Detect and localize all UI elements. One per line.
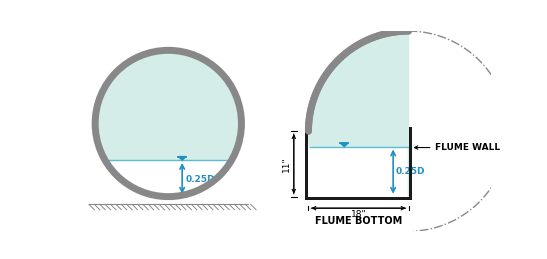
Text: FLUME BOTTOM: FLUME BOTTOM: [315, 216, 402, 226]
Polygon shape: [178, 157, 186, 160]
Text: FLUME WALL: FLUME WALL: [415, 143, 501, 152]
Bar: [305, 197, 412, 200]
Text: 18": 18": [351, 211, 366, 219]
Text: 0.25D: 0.25D: [185, 175, 215, 184]
Bar: [409, 127, 412, 197]
Text: 0.25D: 0.25D: [395, 167, 425, 176]
Polygon shape: [340, 143, 348, 147]
Text: 11": 11": [282, 156, 291, 172]
Polygon shape: [309, 31, 409, 197]
Polygon shape: [95, 50, 241, 160]
Bar: [305, 127, 309, 197]
